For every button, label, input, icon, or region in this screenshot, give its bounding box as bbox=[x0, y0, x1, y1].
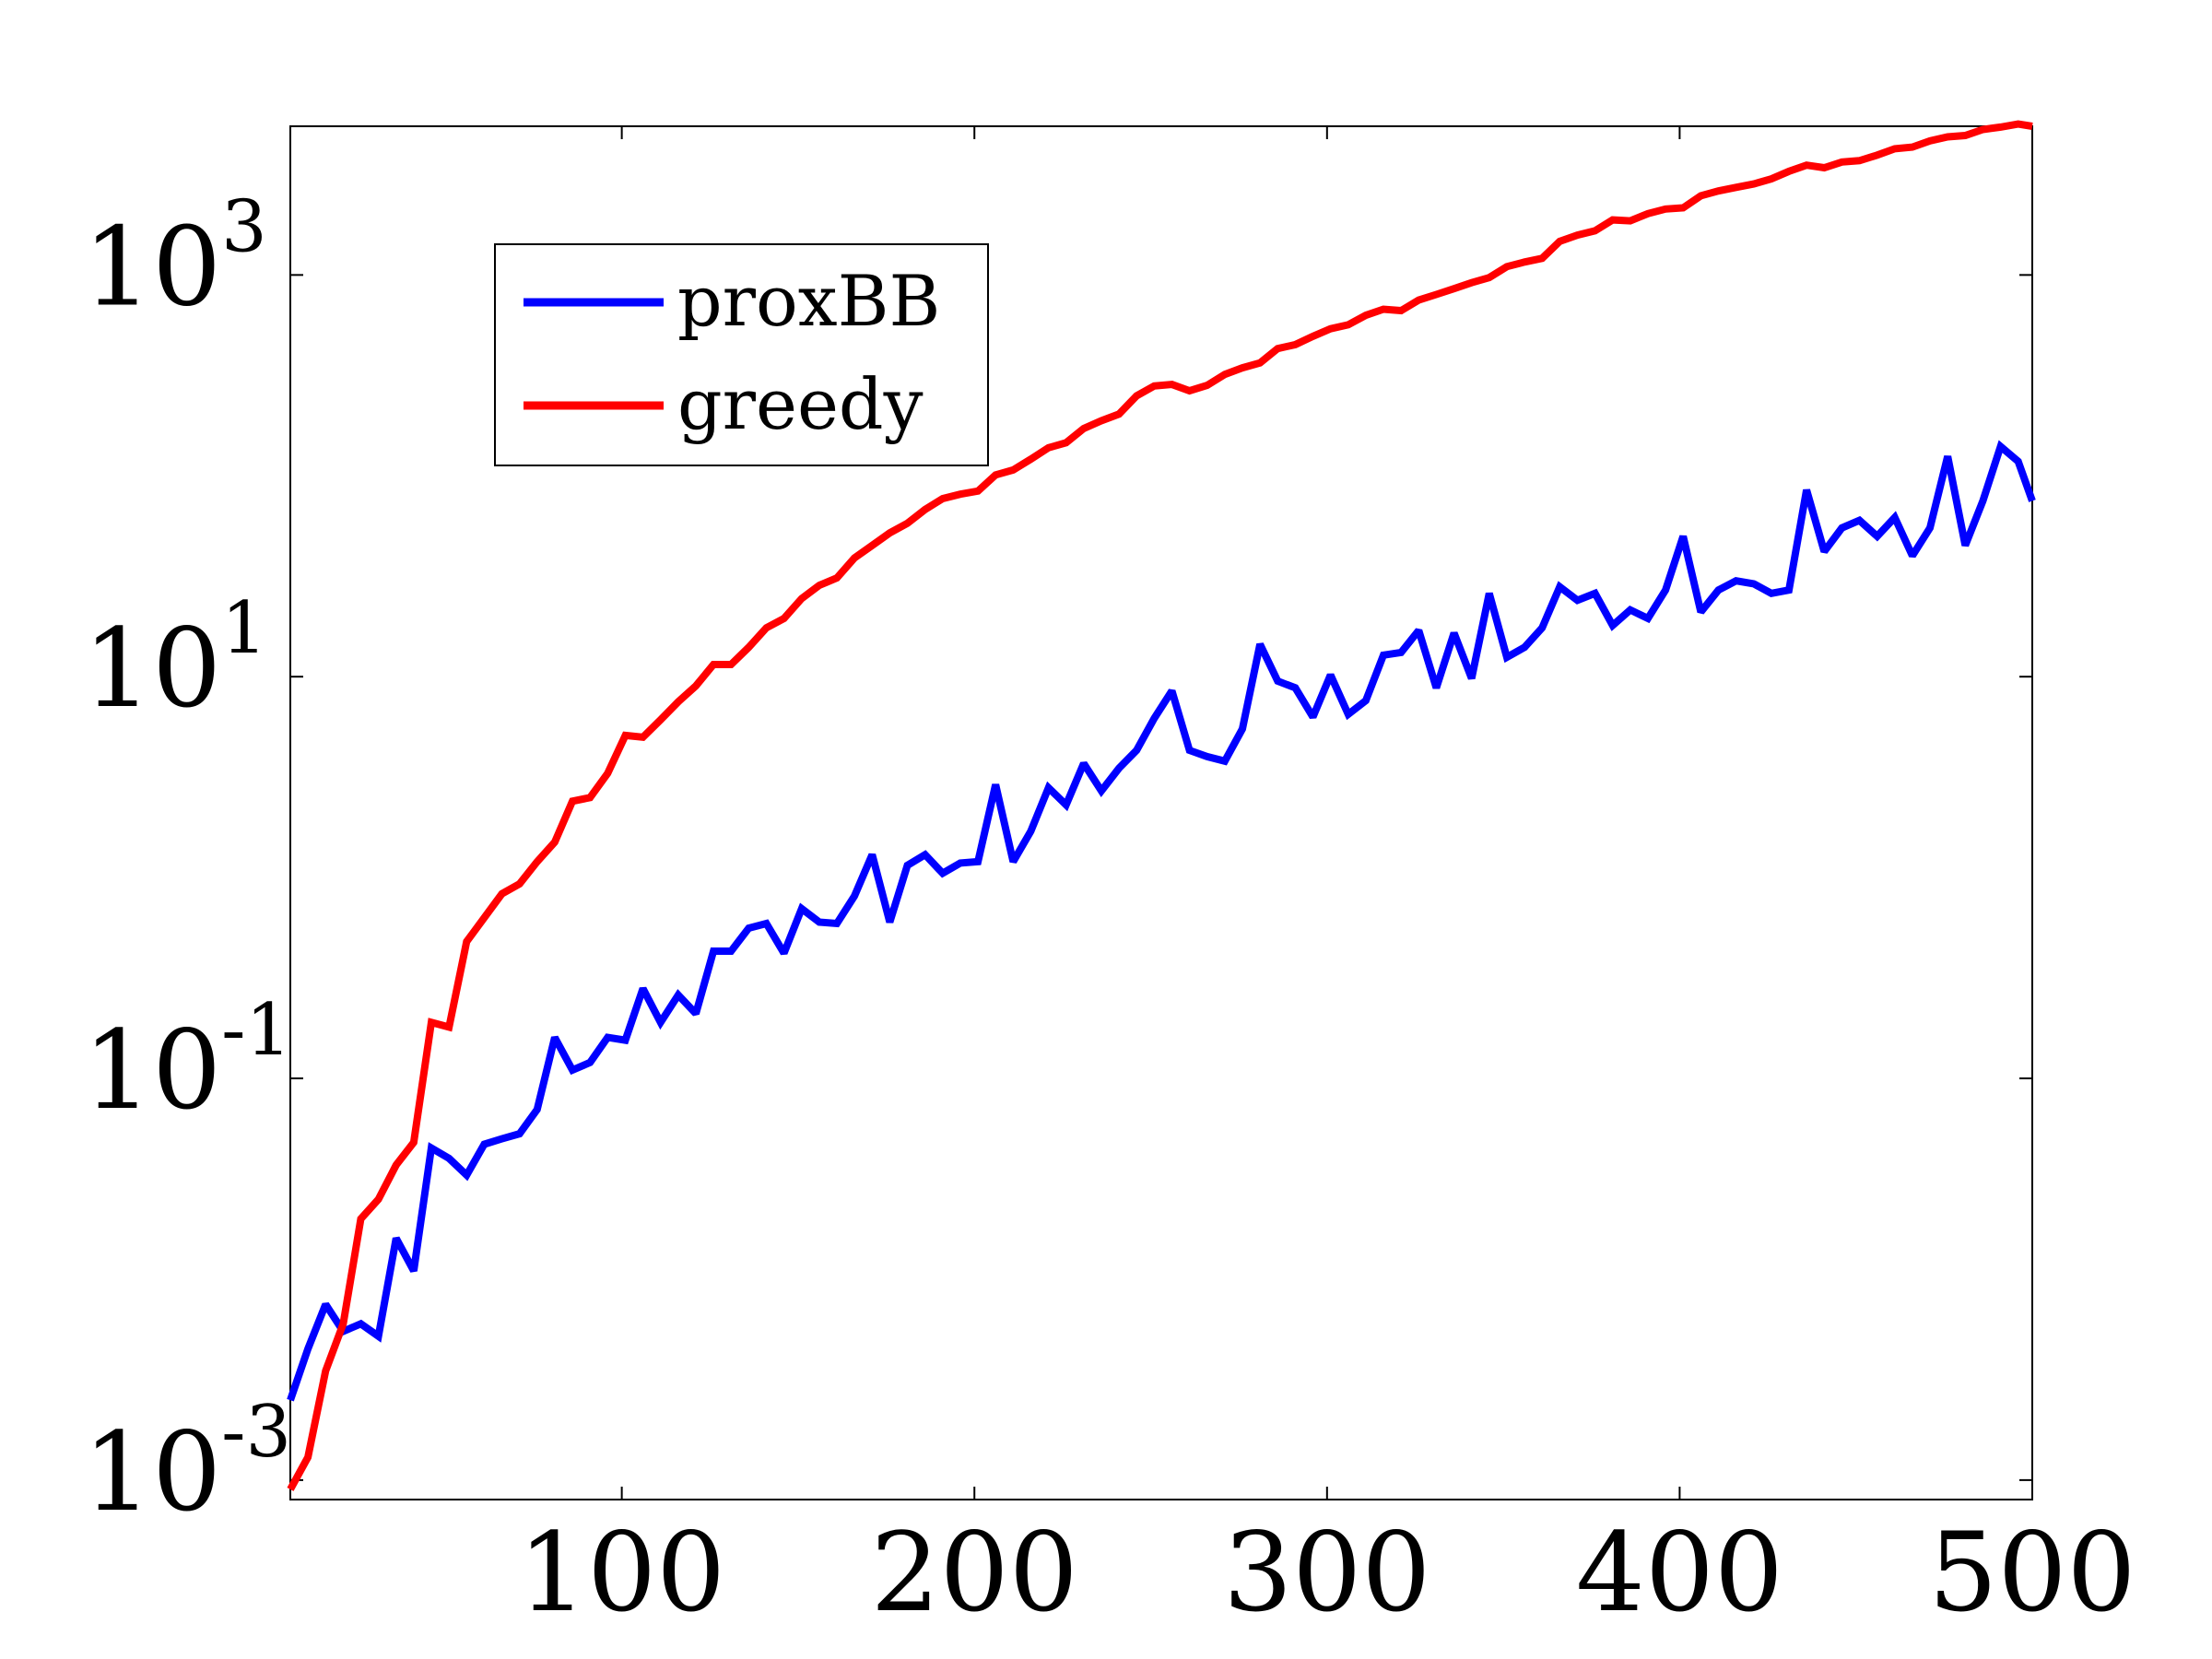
series-lines bbox=[287, 120, 2036, 1491]
legend-label-proxbb: proxBB bbox=[677, 260, 940, 342]
series-line-proxbb bbox=[287, 440, 2036, 1402]
y-axis: 10-3 10-1 101 103 bbox=[83, 185, 2032, 1535]
y-tick-label: 103 bbox=[83, 185, 267, 330]
y-tick-label: 101 bbox=[83, 587, 267, 732]
x-tick-label: 100 bbox=[518, 1509, 725, 1636]
x-tick-label: 300 bbox=[1223, 1509, 1430, 1636]
x-axis: 100 200 300 400 500 bbox=[518, 126, 2136, 1636]
legend-box bbox=[494, 243, 989, 466]
y-tick-label: 10-3 bbox=[83, 1391, 291, 1535]
y-tick-label: 10-1 bbox=[83, 989, 291, 1134]
legend-label-greedy: greedy bbox=[677, 363, 924, 445]
legend: proxBB greedy bbox=[494, 243, 989, 466]
series-line-greedy bbox=[287, 120, 2033, 1491]
x-tick-label: 400 bbox=[1576, 1509, 1783, 1636]
x-tick-label: 200 bbox=[871, 1509, 1078, 1636]
x-tick-label: 500 bbox=[1928, 1509, 2136, 1636]
